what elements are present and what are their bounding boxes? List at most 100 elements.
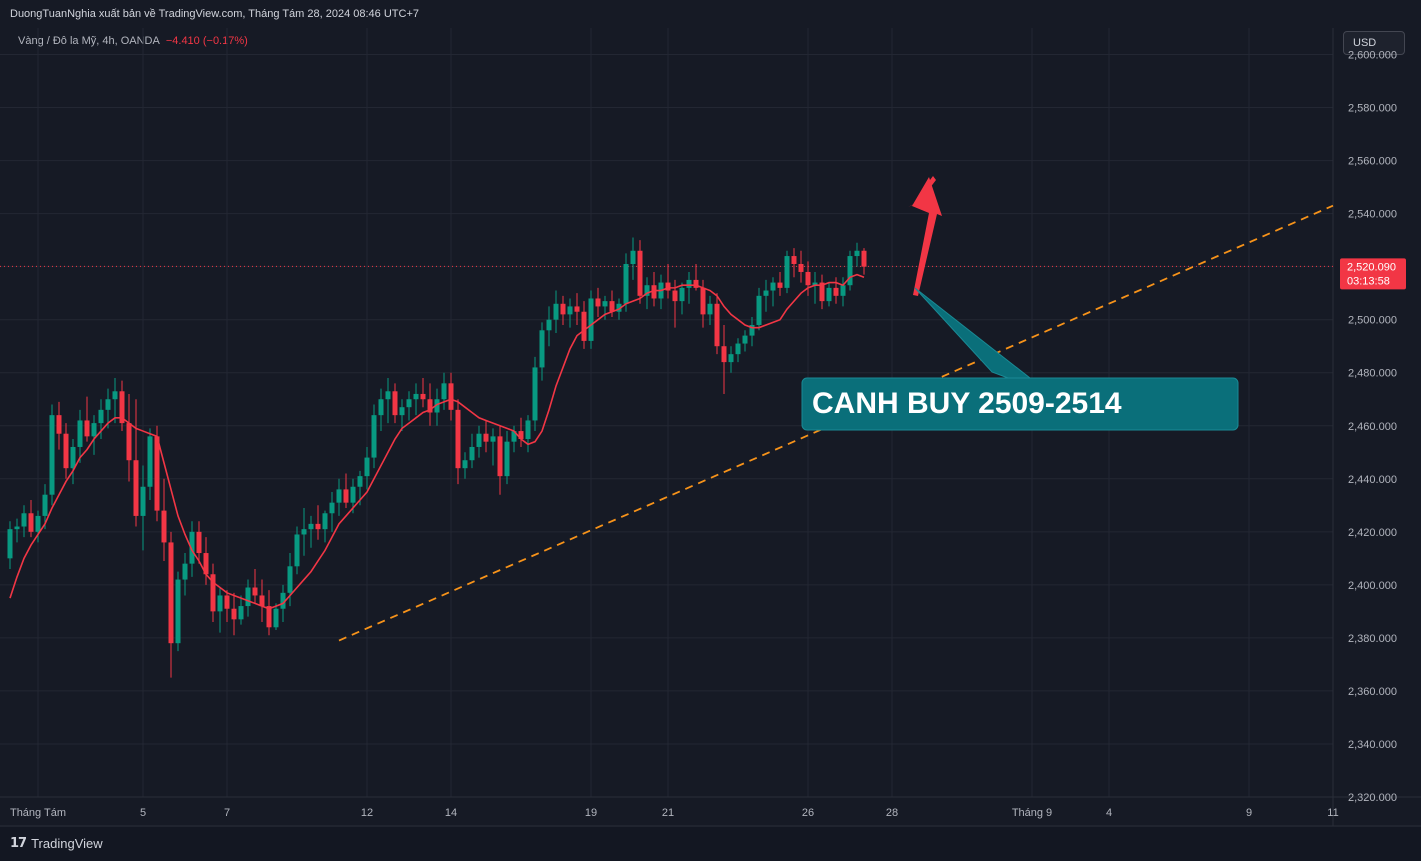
candle-up bbox=[847, 250, 853, 291]
arrow-body bbox=[912, 177, 942, 296]
candle-up bbox=[322, 510, 328, 543]
candle-body bbox=[511, 431, 517, 442]
price-axis[interactable]: 2,320.000 2,340.000 2,360.000 2,380.000 2,40… bbox=[1348, 50, 1397, 804]
candle-body bbox=[392, 391, 398, 416]
candle-up bbox=[413, 383, 419, 416]
candle-up bbox=[784, 250, 790, 294]
candle-body bbox=[651, 285, 657, 299]
candle-up bbox=[707, 295, 713, 325]
candle-up bbox=[7, 521, 13, 569]
candle-up bbox=[35, 510, 41, 543]
callout-box bbox=[801, 377, 1239, 431]
last-price-badge: 2,520.090 03:13:58 bbox=[1340, 258, 1406, 290]
tradingview-logo[interactable]: 17 TradingView bbox=[10, 836, 103, 851]
candle-body bbox=[483, 433, 489, 442]
candle-body bbox=[308, 523, 314, 530]
price-tick-label: 2,580.000 bbox=[1348, 103, 1397, 115]
candle-down bbox=[581, 301, 587, 349]
candle-body bbox=[84, 420, 90, 437]
candle-body bbox=[140, 486, 146, 516]
candle-up bbox=[812, 271, 818, 304]
candle-body bbox=[553, 303, 559, 320]
candle-down bbox=[791, 248, 797, 278]
candle-up bbox=[77, 409, 83, 463]
candle-body bbox=[672, 290, 678, 302]
time-tick-label: Tháng Tám bbox=[10, 807, 66, 819]
candle-up bbox=[749, 317, 755, 347]
candle-down bbox=[861, 248, 867, 275]
candle-body bbox=[217, 595, 223, 612]
symbol-name[interactable]: Vàng / Đô la Mỹ, 4h, OANDA bbox=[18, 35, 160, 47]
time-tick-label: 5 bbox=[140, 807, 146, 819]
candle-down bbox=[595, 287, 601, 318]
up-arrow-icon[interactable] bbox=[908, 176, 942, 296]
candle-up bbox=[98, 399, 104, 440]
candle-body bbox=[231, 608, 237, 620]
moving-average-line bbox=[9, 273, 865, 610]
candle-body bbox=[840, 285, 846, 296]
candle-body bbox=[714, 303, 720, 347]
candle-down bbox=[665, 264, 671, 299]
candle-body bbox=[854, 250, 860, 257]
candle-up bbox=[630, 237, 636, 280]
time-tick-label: 7 bbox=[224, 807, 230, 819]
callout[interactable]: CANH BUY 2509-2514 bbox=[801, 287, 1239, 431]
candle-body bbox=[819, 282, 825, 302]
candle-body bbox=[847, 256, 853, 286]
candle-body bbox=[49, 415, 55, 495]
candle-body bbox=[595, 298, 601, 307]
candle-body bbox=[546, 319, 552, 331]
candle-up bbox=[308, 515, 314, 548]
candle-body bbox=[805, 271, 811, 286]
candle-body bbox=[833, 287, 839, 296]
candle-down bbox=[805, 261, 811, 296]
candle-up bbox=[21, 505, 27, 538]
candle-up bbox=[490, 428, 496, 466]
candle-body bbox=[616, 303, 622, 312]
price-tick-label: 2,560.000 bbox=[1348, 156, 1397, 168]
candle-body bbox=[385, 391, 391, 400]
candle-down bbox=[266, 590, 272, 636]
tradingview-logo-text: TradingView bbox=[31, 836, 103, 851]
candle-up bbox=[679, 282, 685, 315]
candle-down bbox=[819, 274, 825, 310]
candle-body bbox=[399, 407, 405, 416]
candle-down bbox=[427, 383, 433, 426]
candle-down bbox=[448, 372, 454, 421]
candle-up bbox=[245, 579, 251, 617]
candle-down bbox=[637, 240, 643, 304]
candle-up bbox=[182, 553, 188, 596]
candle-body bbox=[161, 510, 167, 543]
candle-up bbox=[469, 433, 475, 469]
candle-down bbox=[651, 271, 657, 307]
candle-body bbox=[777, 282, 783, 288]
time-tick-label: 26 bbox=[802, 807, 814, 819]
candle-up bbox=[175, 571, 181, 652]
candle-down bbox=[119, 380, 125, 432]
candle-down bbox=[420, 378, 426, 408]
price-tick-label: 2,380.000 bbox=[1348, 633, 1397, 645]
time-axis[interactable]: Tháng Tám 5 7 12 14 19 21 26 28 Tháng 9 4 9 11 bbox=[10, 807, 1339, 819]
candle-body bbox=[56, 415, 62, 434]
time-tick-label: 19 bbox=[585, 807, 597, 819]
candle-body bbox=[749, 324, 755, 336]
time-tick-label: 14 bbox=[445, 807, 457, 819]
candle-down bbox=[133, 399, 139, 527]
candle-up bbox=[70, 439, 76, 485]
candle-body bbox=[497, 436, 503, 477]
price-chart[interactable]: 2,320.000 2,340.000 2,360.000 2,380.000 2,40… bbox=[0, 0, 1421, 827]
candle-down bbox=[777, 271, 783, 296]
candle-body bbox=[35, 515, 41, 532]
candle-down bbox=[259, 579, 265, 622]
candle-body bbox=[665, 282, 671, 291]
candle-up bbox=[217, 587, 223, 633]
candle-body bbox=[434, 399, 440, 413]
candle-up bbox=[301, 507, 307, 556]
candle-body bbox=[728, 354, 734, 363]
currency-button[interactable]: USD bbox=[1343, 31, 1405, 55]
candle-body bbox=[70, 446, 76, 469]
candle-up bbox=[504, 431, 510, 485]
candle-up bbox=[329, 492, 335, 532]
candle-body bbox=[448, 383, 454, 410]
candle-down bbox=[392, 383, 398, 424]
